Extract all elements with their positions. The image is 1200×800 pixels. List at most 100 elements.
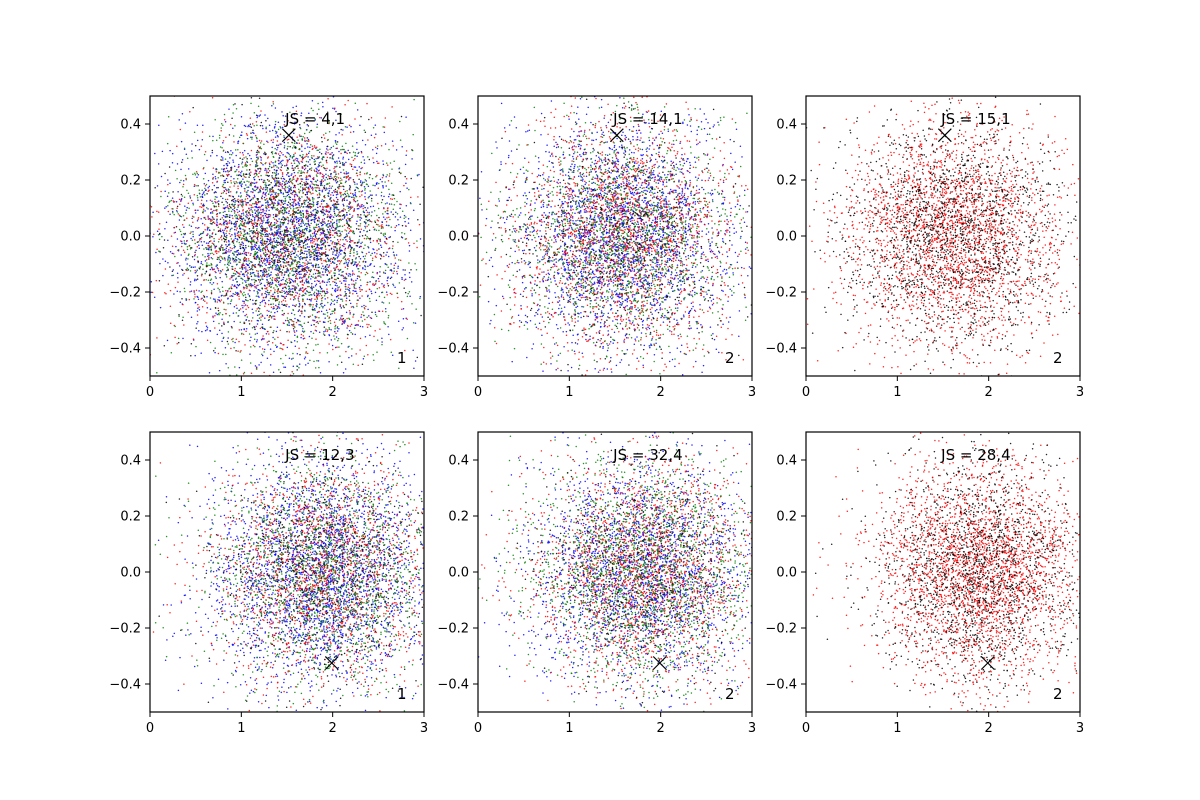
scatter-point (258, 288, 260, 291)
scatter-point (280, 244, 282, 246)
scatter-point (235, 229, 238, 231)
scatter-point (256, 181, 258, 183)
scatter-point (197, 321, 199, 323)
scatter-point (226, 263, 229, 265)
scatter-point (235, 214, 237, 216)
scatter-point (215, 171, 218, 173)
scatter-point (259, 289, 261, 292)
scatter-point (380, 227, 383, 230)
scatter-point (250, 181, 253, 184)
scatter-point (408, 262, 410, 264)
scatter-point (278, 271, 281, 274)
scatter-point (204, 228, 206, 231)
scatter-point (287, 186, 289, 189)
scatter-point (276, 181, 278, 183)
scatter-point (194, 278, 196, 281)
scatter-point (337, 255, 339, 258)
scatter-point (337, 240, 340, 243)
scatter-point (361, 190, 364, 192)
scatter-point (276, 345, 278, 348)
scatter-point (294, 225, 296, 228)
scatter-point (381, 221, 383, 223)
scatter-point (252, 312, 254, 314)
scatter-point (342, 164, 344, 167)
scatter-point (330, 240, 332, 242)
scatter-point (265, 242, 267, 245)
scatter-point (230, 175, 232, 178)
scatter-point (222, 197, 224, 200)
scatter-point (344, 209, 346, 211)
scatter-point (206, 328, 208, 331)
scatter-point (372, 161, 375, 164)
scatter-point (261, 195, 264, 197)
scatter-point (255, 120, 258, 123)
scatter-point (182, 316, 184, 318)
scatter-point (325, 151, 327, 153)
scatter-point (345, 350, 347, 353)
scatter-point (260, 282, 263, 285)
scatter-point (311, 237, 314, 239)
scatter-point (310, 235, 312, 238)
scatter-point (254, 246, 257, 249)
scatter-point (261, 238, 264, 240)
scatter-point (359, 173, 361, 176)
scatter-point (325, 205, 328, 207)
scatter-point (261, 222, 263, 225)
scatter-point (177, 248, 180, 251)
scatter-point (352, 196, 354, 198)
scatter-point (342, 277, 345, 280)
scatter-point (176, 207, 178, 209)
scatter-point (245, 281, 247, 283)
scatter-point (207, 279, 210, 282)
scatter-point (230, 221, 232, 223)
scatter-point (288, 287, 291, 289)
scatter-point (223, 181, 225, 184)
scatter-point (252, 227, 254, 229)
scatter-point (194, 269, 196, 272)
scatter-point (327, 244, 330, 247)
scatter-point (314, 234, 317, 236)
scatter-point (262, 192, 264, 195)
scatter-point (277, 272, 279, 275)
scatter-point (319, 148, 321, 151)
scatter-point (299, 232, 302, 235)
scatter-point (303, 289, 305, 292)
scatter-point (216, 333, 219, 336)
scatter-point (203, 153, 206, 156)
scatter-point (254, 264, 256, 266)
scatter-point (227, 160, 229, 163)
scatter-point (233, 261, 235, 263)
scatter-point (347, 99, 349, 102)
scatter-point (294, 334, 296, 337)
scatter-point (222, 252, 225, 254)
scatter-point (399, 207, 401, 209)
scatter-point (250, 247, 253, 250)
scatter-point (171, 152, 174, 155)
scatter-point (290, 288, 292, 290)
scatter-point (347, 247, 349, 249)
scatter-point (279, 243, 281, 245)
scatter-point (305, 346, 307, 349)
scatter-point (354, 192, 357, 194)
scatter-point (194, 293, 196, 295)
scatter-point (236, 283, 239, 286)
scatter-point (254, 235, 256, 238)
scatter-point (326, 281, 328, 283)
scatter-point (326, 228, 329, 231)
scatter-point (340, 282, 343, 284)
scatter-point (212, 282, 215, 284)
scatter-point (251, 136, 253, 139)
scatter-point (269, 348, 272, 350)
scatter-point (297, 222, 300, 225)
scatter-point (281, 164, 284, 167)
scatter-point (287, 270, 290, 272)
scatter-point (259, 304, 261, 307)
scatter-point (197, 174, 200, 176)
scatter-point (352, 272, 354, 274)
scatter-point (309, 191, 312, 194)
scatter-point (287, 193, 290, 196)
scatter-point (375, 315, 378, 318)
scatter-point (324, 189, 327, 191)
scatter-point (286, 159, 288, 161)
scatter-point (366, 323, 368, 326)
